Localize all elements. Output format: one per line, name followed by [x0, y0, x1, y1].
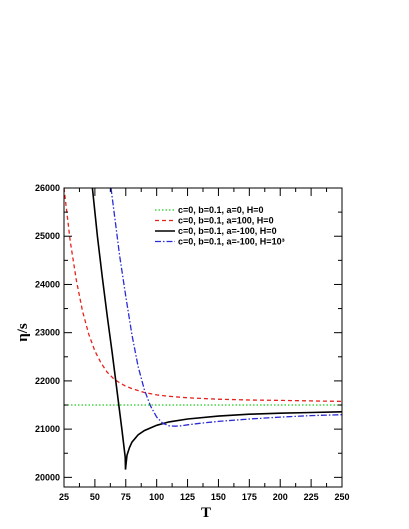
- x-tick-label: 150: [211, 492, 226, 502]
- plot-area: [64, 188, 342, 470]
- x-tick-label: 225: [304, 492, 319, 502]
- x-tick-label: 50: [90, 492, 100, 502]
- legend-label-3: c=0, b=0.1, a=-100, H=0: [178, 226, 277, 236]
- series-line-3: [91, 188, 342, 470]
- y-tick-label: 21000: [35, 424, 60, 434]
- y-tick-label: 25000: [35, 231, 60, 241]
- y-axis-title: η/s: [15, 323, 31, 342]
- axes: 25 50 75 100 125 150 175 200 225 250 20000 21000 220…: [35, 183, 350, 502]
- x-tick-label: 175: [242, 492, 257, 502]
- x-tick-label: 100: [149, 492, 164, 502]
- x-tick-label: 250: [334, 492, 349, 502]
- legend: c=0, b=0.1, a=0, H=0c=0, b=0.1, a=100, H…: [155, 205, 285, 247]
- y-tick-label: 24000: [35, 279, 60, 289]
- legend-label-2: c=0, b=0.1, a=100, H=0: [178, 216, 274, 226]
- y-tick-label: 23000: [35, 328, 60, 338]
- x-tick-label: 25: [59, 492, 69, 502]
- y-tick-label: 22000: [35, 376, 60, 386]
- x-tick-label: 75: [121, 492, 131, 502]
- x-tick-label: 125: [180, 492, 195, 502]
- y-tick-label: 20000: [35, 472, 60, 482]
- x-tick-label: 200: [273, 492, 288, 502]
- y-tick-label: 26000: [35, 183, 60, 193]
- x-axis-title: T: [201, 505, 211, 521]
- series-line-2: [64, 188, 342, 403]
- legend-label-1: c=0, b=0.1, a=0, H=0: [178, 205, 264, 215]
- series-line-4: [110, 188, 342, 427]
- legend-label-4: c=0, b=0.1, a=-100, H=10³: [178, 237, 285, 247]
